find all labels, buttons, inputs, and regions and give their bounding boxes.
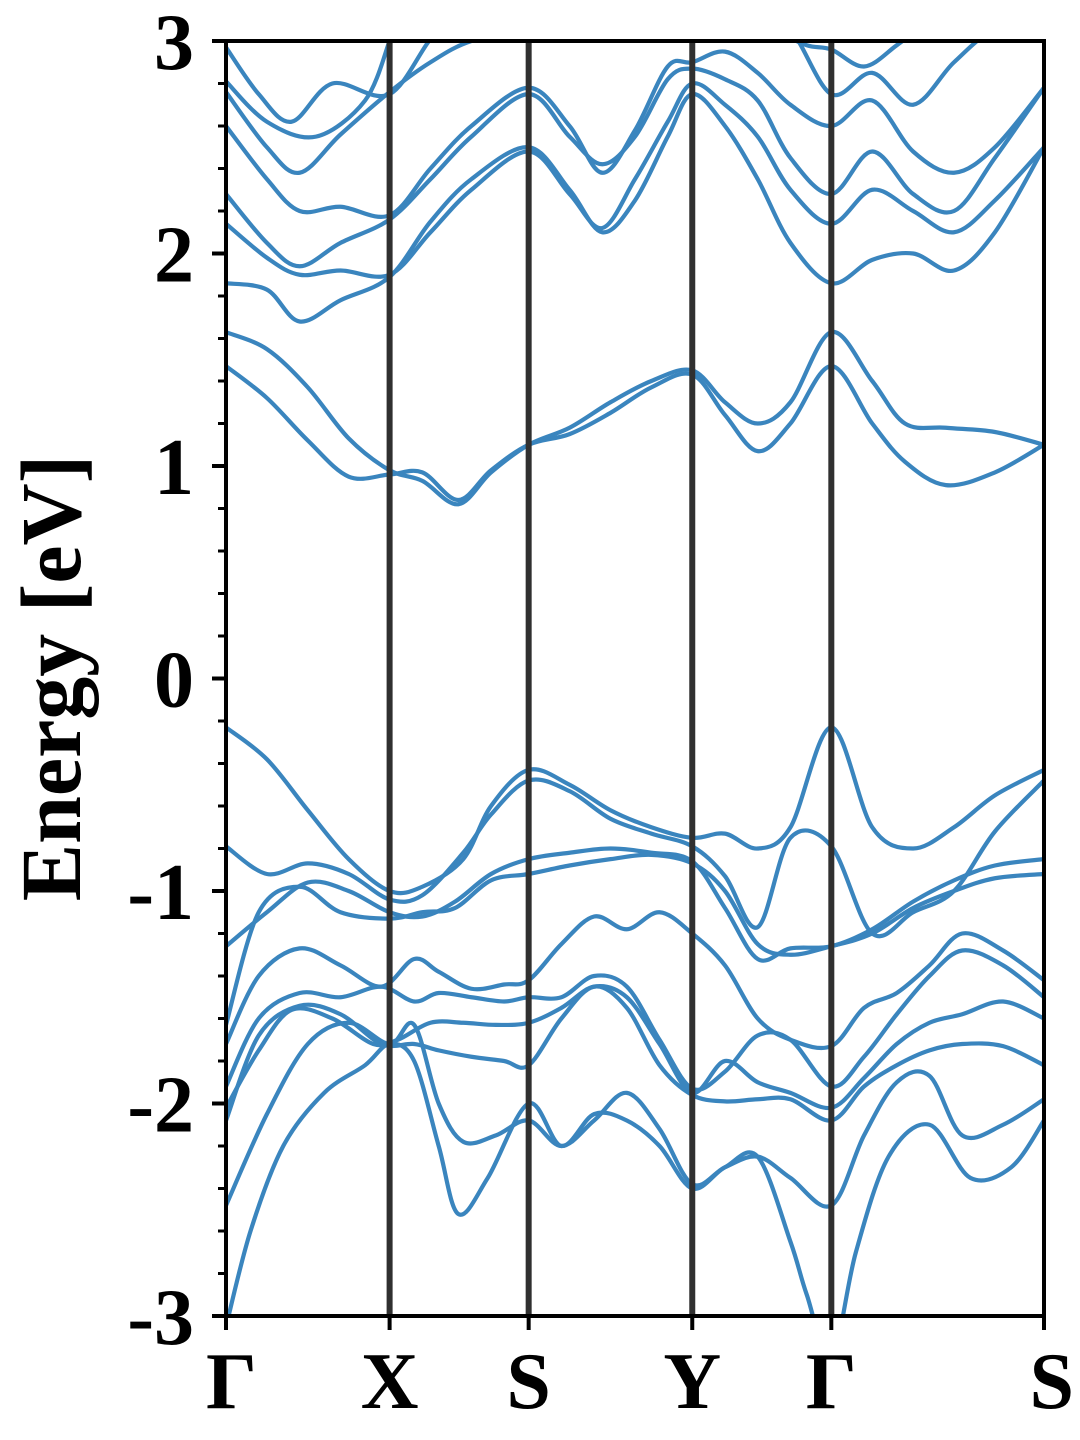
band-line-18 [226, 984, 1044, 1123]
high-symmetry-lines [386, 41, 835, 1316]
band-line-9 [226, 41, 392, 140]
band-line-5 [226, 66, 1044, 269]
x-tick-label: X [361, 1338, 419, 1426]
band-line-3 [226, 92, 1044, 324]
y-tick-label: 1 [154, 424, 194, 512]
x-tick-label: S [1030, 1338, 1075, 1426]
band-line-17 [226, 984, 1044, 1111]
band-line-4 [226, 81, 1044, 279]
x-tick-label: Γ [206, 1338, 257, 1426]
x-tick-label: Y [663, 1338, 721, 1426]
y-axis-title: Energy [eV] [3, 455, 99, 902]
y-axis-ticks: 3 2 1 0 -1 -2 -3 [127, 0, 226, 1362]
band-line-6 [226, 49, 1044, 219]
y-tick-label: -3 [127, 1274, 194, 1362]
band-line-19 [226, 1020, 1044, 1209]
band-line-14 [226, 852, 1044, 1027]
band-line-16 [226, 948, 1044, 1092]
band-line-8 [226, 41, 432, 124]
band-line-2 [226, 364, 1044, 503]
band-line-20 [226, 1041, 1044, 1316]
band-line-7 [226, 41, 981, 175]
band-line-11 [226, 725, 1044, 896]
y-tick-label: 2 [154, 212, 194, 300]
y-tick-label: -1 [127, 849, 194, 937]
band-line-10 [791, 41, 906, 69]
band-line-12 [226, 777, 1044, 939]
x-tick-label: S [506, 1338, 551, 1426]
y-tick-label: 3 [154, 0, 194, 87]
band-lines [226, 41, 1044, 1316]
y-tick-label: -2 [127, 1062, 194, 1150]
y-tick-label: 0 [154, 637, 194, 725]
band-line-13 [226, 846, 1044, 963]
x-tick-label: Γ [806, 1338, 857, 1426]
band-line-1 [226, 330, 1044, 507]
